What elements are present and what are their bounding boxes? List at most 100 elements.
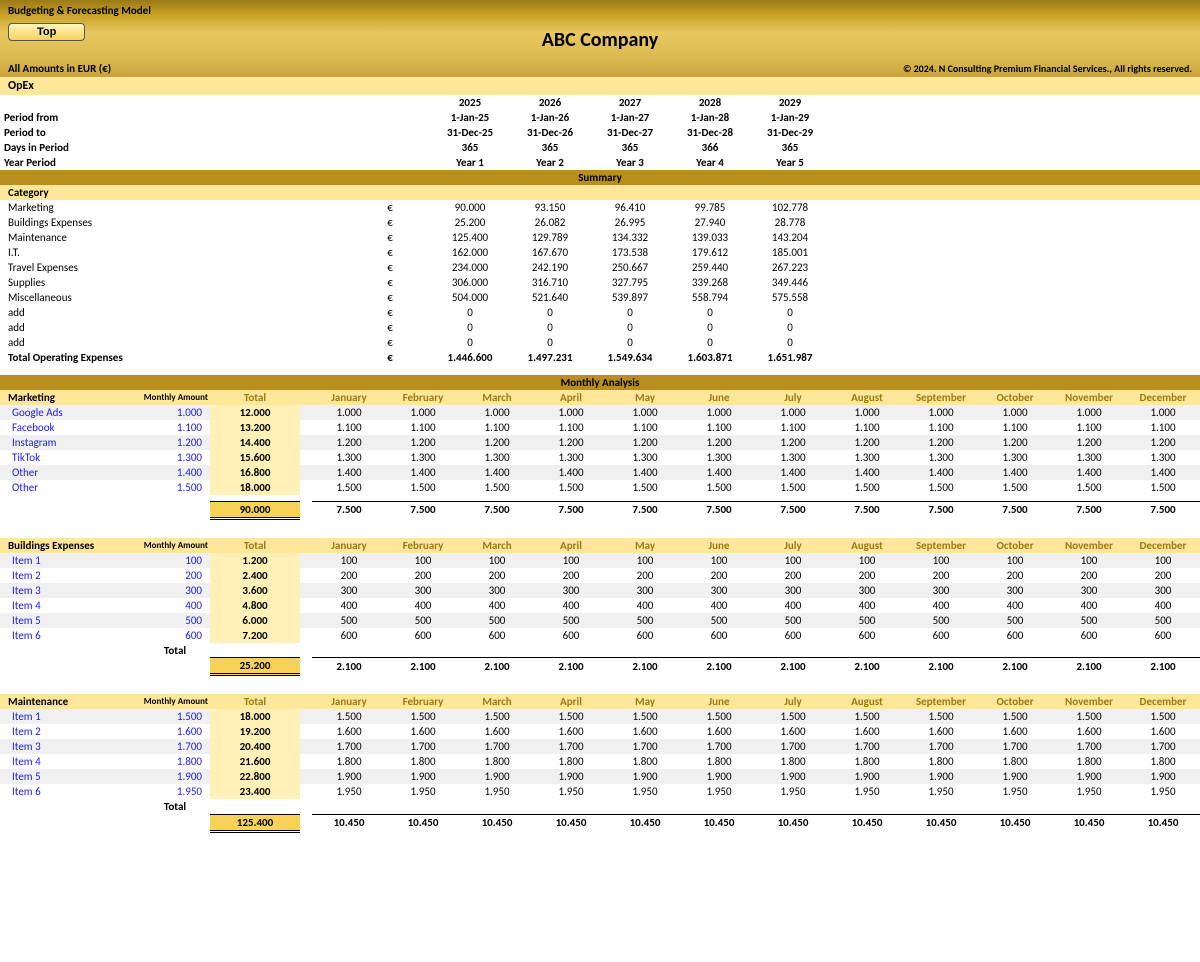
item-name[interactable]: Item 5	[0, 769, 140, 784]
currency: €	[350, 275, 430, 290]
cell: 1.700	[534, 739, 608, 754]
group-total-label-row: Total	[0, 643, 1200, 658]
label-period-from: Period from	[0, 110, 430, 125]
month-header: December	[1126, 390, 1200, 405]
cell: 200	[312, 568, 386, 583]
monthly-amount[interactable]: 200	[140, 568, 210, 583]
month-header: September	[904, 390, 978, 405]
cell: 365	[590, 140, 670, 155]
item-name[interactable]: Item 6	[0, 784, 140, 799]
cell: 1.200	[978, 435, 1052, 450]
month-total: 2.100	[386, 658, 460, 675]
total-opex-label: Total Operating Expenses	[0, 350, 350, 365]
monthly-amount[interactable]: 1.400	[140, 465, 210, 480]
item-name[interactable]: Google Ads	[0, 405, 140, 420]
cell: 1.900	[756, 769, 830, 784]
month-header: October	[978, 538, 1052, 553]
cell: 100	[1052, 553, 1126, 568]
monthly-amount[interactable]: 500	[140, 613, 210, 628]
item-name[interactable]: Other	[0, 480, 140, 495]
monthly-amount[interactable]: 1.700	[140, 739, 210, 754]
cell: 600	[1126, 628, 1200, 643]
cell: 300	[756, 583, 830, 598]
monthly-amount[interactable]: 1.200	[140, 435, 210, 450]
item-name[interactable]: Instagram	[0, 435, 140, 450]
item-name[interactable]: TikTok	[0, 450, 140, 465]
item-name[interactable]: Item 3	[0, 583, 140, 598]
item-name[interactable]: Item 2	[0, 724, 140, 739]
monthly-amount[interactable]: 300	[140, 583, 210, 598]
cell: 1.800	[608, 754, 682, 769]
cell: 558.794	[670, 290, 750, 305]
cell: 1.000	[978, 405, 1052, 420]
currency: €	[350, 260, 430, 275]
cell: 1.900	[386, 769, 460, 784]
cell: 400	[460, 598, 534, 613]
item-row: Instagram1.20014.4001.2001.2001.2001.200…	[0, 435, 1200, 450]
monthly-amount[interactable]: 1.800	[140, 754, 210, 769]
monthly-amount[interactable]: 600	[140, 628, 210, 643]
model-title: Budgeting & Forecasting Model	[8, 4, 1192, 17]
item-name[interactable]: Item 2	[0, 568, 140, 583]
item-name[interactable]: Item 5	[0, 613, 140, 628]
cell: 1.200	[830, 435, 904, 450]
group-total-label: Total	[140, 643, 210, 658]
cell: 1.100	[608, 420, 682, 435]
cell: 1.446.600	[430, 350, 510, 365]
cell: Year 5	[750, 155, 830, 170]
item-name[interactable]: Item 1	[0, 553, 140, 568]
monthly-amount[interactable]: 1.000	[140, 405, 210, 420]
company-name: ABC Company	[0, 28, 1200, 52]
category-name: add	[0, 305, 350, 320]
monthly-amount[interactable]: 1.300	[140, 450, 210, 465]
cell: 1.950	[1126, 784, 1200, 799]
item-total: 21.600	[210, 754, 300, 769]
cell: 1.700	[904, 739, 978, 754]
monthly-amount[interactable]: 1.600	[140, 724, 210, 739]
monthly-amount[interactable]: 100	[140, 553, 210, 568]
item-name[interactable]: Item 4	[0, 598, 140, 613]
item-total: 23.400	[210, 784, 300, 799]
month-header: November	[1052, 538, 1126, 553]
item-name[interactable]: Item 3	[0, 739, 140, 754]
cell: 1.500	[682, 480, 756, 495]
monthly-amount[interactable]: 1.950	[140, 784, 210, 799]
cell: 600	[386, 628, 460, 643]
monthly-table: MaintenanceMonthly AmountTotalJanuaryFeb…	[0, 694, 1200, 833]
cell: 0	[510, 335, 590, 350]
item-name[interactable]: Item 1	[0, 709, 140, 724]
item-name[interactable]: Item 4	[0, 754, 140, 769]
item-total: 7.200	[210, 628, 300, 643]
cell: 100	[534, 553, 608, 568]
monthly-amount[interactable]: 400	[140, 598, 210, 613]
item-name[interactable]: Facebook	[0, 420, 140, 435]
cell: 26.082	[510, 215, 590, 230]
item-name[interactable]: Item 6	[0, 628, 140, 643]
cell: 500	[534, 613, 608, 628]
month-total: 7.500	[756, 501, 830, 518]
month-header: May	[608, 390, 682, 405]
month-header: June	[682, 390, 756, 405]
cell: 327.795	[590, 275, 670, 290]
item-total: 13.200	[210, 420, 300, 435]
monthly-amount[interactable]: 1.900	[140, 769, 210, 784]
item-name[interactable]: Other	[0, 465, 140, 480]
cell: 539.897	[590, 290, 670, 305]
cell: 28.778	[750, 215, 830, 230]
cell: 400	[682, 598, 756, 613]
cell: 575.558	[750, 290, 830, 305]
cell: 1.500	[1126, 709, 1200, 724]
cell: 1.200	[1126, 435, 1200, 450]
month-total: 2.100	[978, 658, 1052, 675]
cell: 1-Jan-28	[670, 110, 750, 125]
monthly-amount[interactable]: 1.500	[140, 480, 210, 495]
currency: €	[350, 230, 430, 245]
cell: 1.300	[460, 450, 534, 465]
cell: 400	[534, 598, 608, 613]
monthly-amount[interactable]: 1.100	[140, 420, 210, 435]
monthly-amount[interactable]: 1.500	[140, 709, 210, 724]
cell: 1.700	[978, 739, 1052, 754]
month-header: July	[756, 694, 830, 709]
cell: 1.500	[460, 480, 534, 495]
cell: 200	[1126, 568, 1200, 583]
